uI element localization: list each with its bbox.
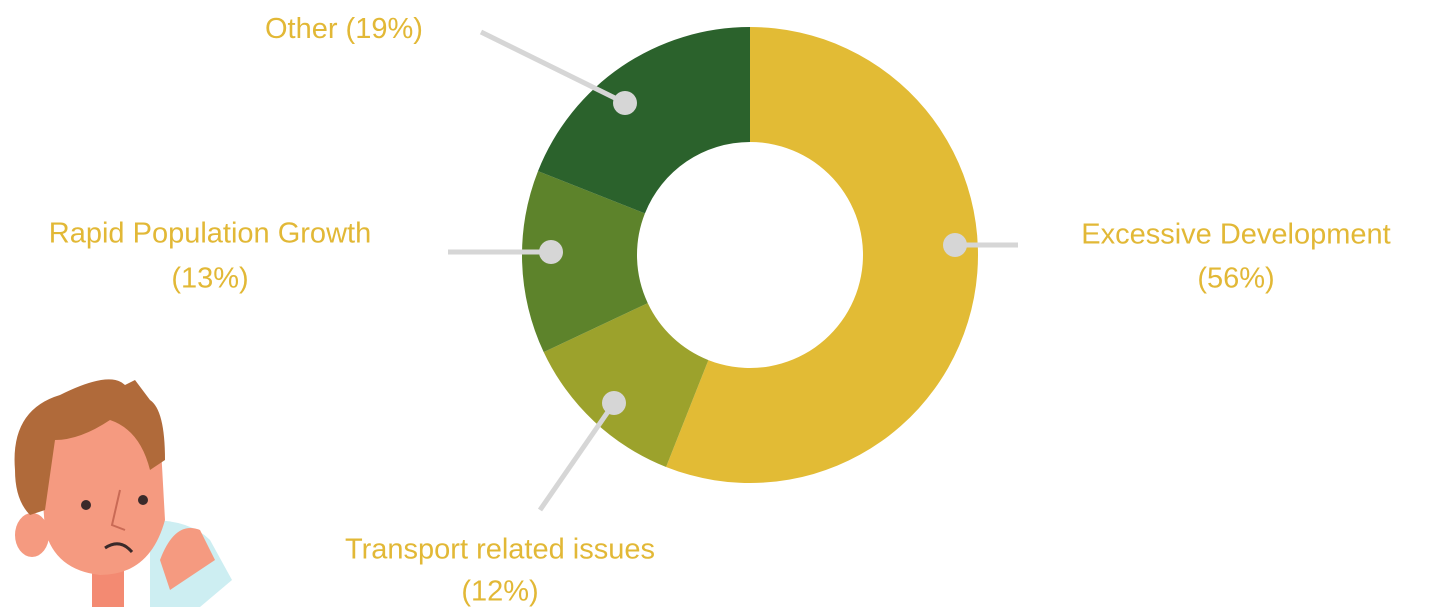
value-label: (12%) [461, 576, 538, 607]
mouth [104, 542, 134, 554]
value-label: (13%) [171, 263, 248, 295]
leader-line [537, 401, 617, 512]
leader-dot [613, 91, 637, 115]
nose [110, 489, 126, 531]
leader-dot [602, 391, 626, 415]
ear [15, 513, 49, 557]
face [39, 394, 166, 575]
hair [14, 379, 165, 515]
donut-segment [543, 303, 709, 467]
value-label: (56%) [1197, 263, 1274, 295]
eye [81, 500, 91, 510]
category-label: Transport related issues [345, 534, 655, 566]
donut-segment [538, 27, 750, 214]
donut-segment [522, 171, 648, 353]
leader-dot [943, 233, 967, 257]
segment-label: Other (19%) [265, 13, 423, 45]
category-label: Other [265, 13, 338, 45]
category-label: Excessive Development [1081, 219, 1390, 251]
category-label: Rapid Population Growth [49, 218, 371, 250]
hand [160, 528, 215, 590]
character-illustration [14, 379, 232, 607]
leader-line [479, 29, 627, 106]
value-label: (19%) [346, 13, 423, 45]
eye [138, 495, 148, 505]
donut-segment [666, 27, 978, 484]
leader-dot [539, 240, 563, 264]
